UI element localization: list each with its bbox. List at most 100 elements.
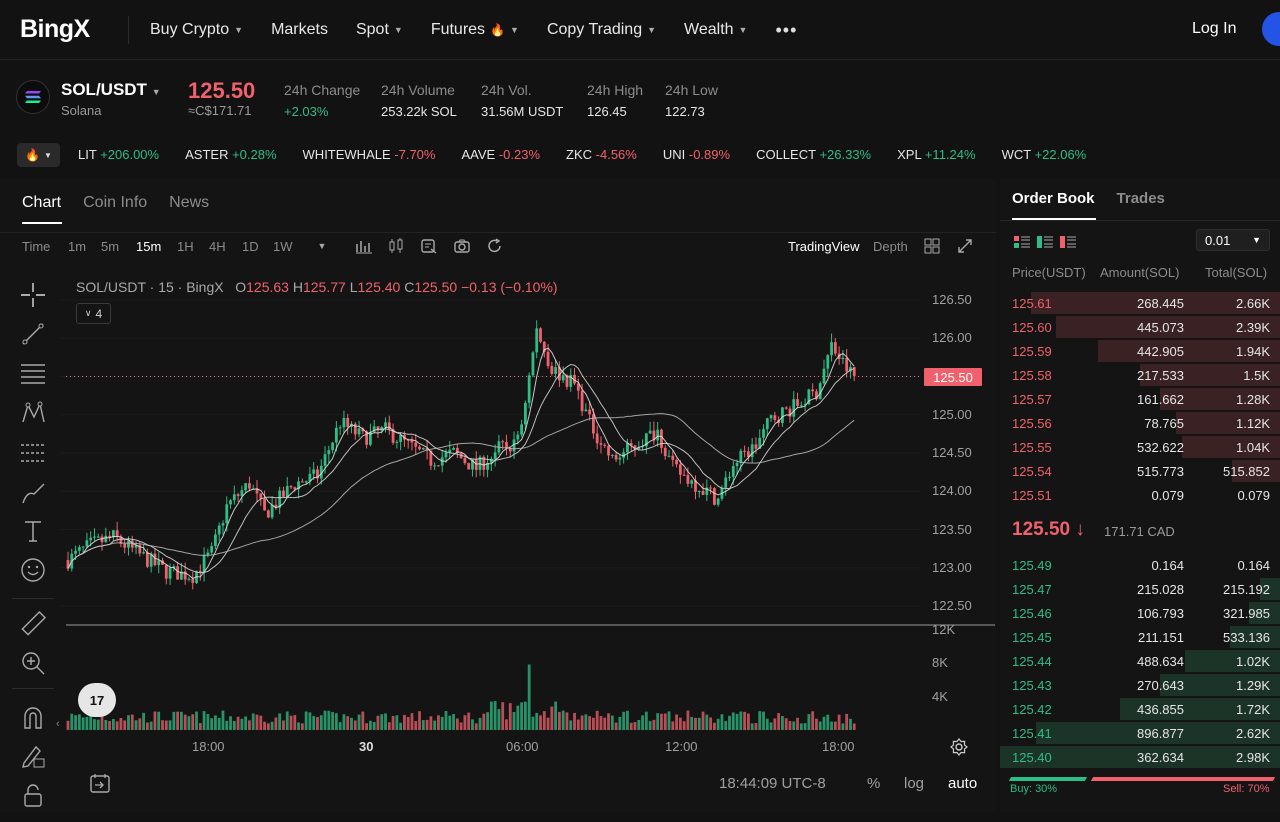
log-scale-toggle[interactable]: log [904,775,925,792]
brush-icon[interactable] [18,478,48,508]
timeframe-4h[interactable]: 4H [209,239,226,254]
bid-row[interactable]: 125.45 211.151 533.136 [1000,625,1280,649]
timeframe-1w[interactable]: 1W [273,239,293,254]
hot-ticker-item[interactable]: XPL +11.24% [897,147,975,162]
bid-row[interactable]: 125.41 896.877 2.62K [1000,721,1280,745]
pattern-icon[interactable] [18,398,48,428]
ask-row[interactable]: 125.58 217.533 1.5K [1000,363,1280,387]
percent-scale-toggle[interactable]: % [867,775,881,792]
bid-row[interactable]: 125.42 436.855 1.72K [1000,697,1280,721]
order-total: 515.852 [1223,464,1270,479]
volume-bar [550,706,554,730]
hot-ticker-item[interactable]: WHITEWHALE -7.70% [303,147,436,162]
hot-ticker-item[interactable]: COLLECT +26.33% [756,147,871,162]
auto-scale-toggle[interactable]: auto [948,775,978,792]
timeframe-1d[interactable]: 1D [242,239,259,254]
volume-bar [263,721,266,730]
volume-bar [429,716,433,730]
price-step-select[interactable]: 0.01 ▼ [1196,229,1270,251]
view-bids-icon[interactable] [1037,235,1053,249]
candle-body [138,545,142,554]
nav-item-copy-trading[interactable]: Copy Trading ▼ [547,21,656,39]
crosshair-icon[interactable] [18,280,48,310]
volume-bar [584,714,588,730]
view-asks-icon[interactable] [1060,235,1076,249]
hot-ticker-item[interactable]: ZKC -4.56% [566,147,637,162]
horizontal-lines-icon[interactable] [18,359,48,389]
camera-icon[interactable] [452,236,472,256]
depth-mode[interactable]: Depth [873,239,908,254]
candlestick-chart[interactable] [60,270,996,770]
hot-list-button[interactable]: 🔥 ▼ [17,143,60,167]
bid-row[interactable]: 125.44 488.634 1.02K [1000,649,1280,673]
view-both-icon[interactable] [1014,235,1030,249]
hot-ticker-item[interactable]: AAVE -0.23% [461,147,540,162]
hot-ticker-item[interactable]: WCT +22.06% [1002,147,1087,162]
more-menu-icon[interactable]: ••• [775,19,798,40]
settings-gear-icon[interactable] [950,738,968,759]
ask-row[interactable]: 125.55 532.622 1.04K [1000,435,1280,459]
bid-row[interactable]: 125.49 0.164 0.164 [1000,553,1280,577]
ask-row[interactable]: 125.56 78.765 1.12K [1000,411,1280,435]
indicators-icon[interactable] [386,236,406,256]
tradingview-logo[interactable]: 17 [78,683,116,717]
hot-ticker-item[interactable]: LIT +206.00% [78,147,159,162]
bingx-logo[interactable]: BingX [20,14,90,43]
volume-bar [633,722,637,730]
candle-body [149,553,153,567]
timeframe-15m[interactable]: 15m [136,239,162,254]
fire-icon: 🔥 [490,23,506,37]
nav-item-wealth[interactable]: Wealth ▼ [684,21,747,39]
emoji-icon[interactable] [18,555,48,585]
tab-order-book[interactable]: Order Book [1012,190,1095,207]
timeframe-1m[interactable]: 1m [68,239,87,254]
hot-ticker-item[interactable]: ASTER +0.28% [185,147,276,162]
nav-item-futures[interactable]: Futures 🔥 ▼ [431,21,519,39]
chart-type-icon[interactable] [354,236,374,256]
ask-row[interactable]: 125.61 268.445 2.66K [1000,291,1280,315]
ask-row[interactable]: 125.59 442.905 1.94K [1000,339,1280,363]
fullscreen-icon[interactable] [955,236,975,256]
templates-icon[interactable] [419,236,439,256]
trendline-icon[interactable] [18,319,48,349]
tab-news[interactable]: News [169,194,210,211]
tab-coin-info[interactable]: Coin Info [83,194,148,211]
zoom-in-icon[interactable] [18,648,48,678]
reset-icon[interactable] [485,236,505,256]
tradingview-mode[interactable]: TradingView [788,239,860,254]
tab-chart[interactable]: Chart [22,194,62,211]
login-link[interactable]: Log In [1192,20,1237,37]
ask-row[interactable]: 125.54 515.773 515.852 [1000,459,1280,483]
bid-row[interactable]: 125.43 270.643 1.29K [1000,673,1280,697]
ask-row[interactable]: 125.60 445.073 2.39K [1000,315,1280,339]
nav-item-buy-crypto[interactable]: Buy Crypto ▼ [150,21,243,39]
order-amount: 896.877 [1137,726,1184,741]
ask-row[interactable]: 125.57 161.662 1.28K [1000,387,1280,411]
pair-selector[interactable]: SOL/USDT ▼ [61,80,161,100]
magnet-icon[interactable] [18,702,48,732]
register-button[interactable] [1262,12,1280,46]
text-tool-icon[interactable] [18,516,48,546]
nav-item-markets[interactable]: Markets [271,21,328,39]
timeframe-1h[interactable]: 1H [177,239,194,254]
nav-item-spot[interactable]: Spot ▼ [356,21,403,39]
timeframe-dropdown-icon[interactable]: ▼ [317,241,327,251]
goto-date-icon[interactable] [89,772,111,797]
fib-icon[interactable] [18,438,48,468]
hot-ticker-item[interactable]: UNI -0.89% [663,147,730,162]
lock-icon[interactable] [18,780,48,810]
candle-body [232,494,236,501]
bid-row[interactable]: 125.46 106.793 321.985 [1000,601,1280,625]
timeframe-time[interactable]: Time [22,239,51,254]
scroll-left-icon[interactable]: ‹ [56,718,60,730]
tab-trades[interactable]: Trades [1116,190,1165,207]
draw-lock-icon[interactable] [18,741,48,771]
ask-row[interactable]: 125.51 0.079 0.079 [1000,483,1280,507]
candle-body [353,423,357,435]
layout-grid-icon[interactable] [922,236,942,256]
bid-row[interactable]: 125.40 362.634 2.98K [1000,745,1280,769]
ruler-icon[interactable] [18,609,48,639]
timeframe-5m[interactable]: 5m [101,239,120,254]
bid-row[interactable]: 125.47 215.028 215.192 [1000,577,1280,601]
indicator-toggle[interactable]: ∨ 4 [76,303,111,324]
